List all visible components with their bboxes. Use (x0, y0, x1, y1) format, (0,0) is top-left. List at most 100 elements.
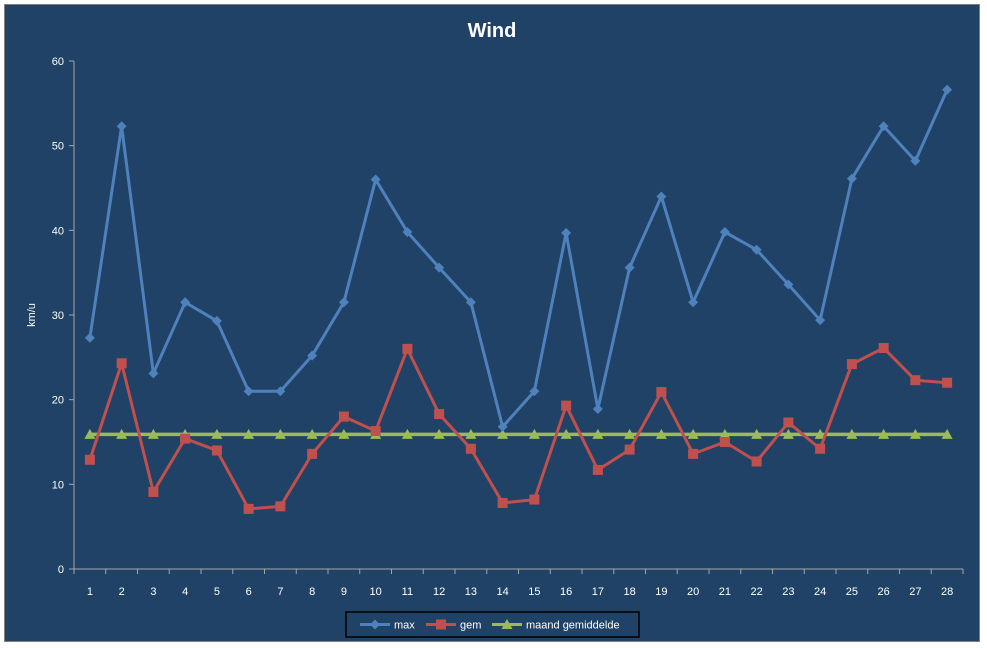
y-tick-label: 30 (52, 310, 64, 322)
data-point (878, 121, 889, 132)
x-tick-label: 16 (560, 586, 572, 598)
legend: max gem maand gemiddelde (345, 611, 640, 638)
legend-label: gem (460, 620, 481, 632)
data-point (528, 428, 540, 439)
data-point (211, 315, 222, 326)
x-tick-label: 2 (119, 586, 125, 598)
data-point (719, 227, 730, 238)
x-tick-label: 19 (655, 586, 667, 598)
data-point (402, 227, 413, 238)
data-point (275, 501, 286, 512)
y-tick-label: 20 (52, 395, 64, 407)
x-tick-label: 1 (87, 586, 93, 598)
data-point (243, 386, 254, 397)
data-point (307, 350, 318, 361)
x-tick-label: 28 (941, 586, 953, 598)
data-point (116, 358, 127, 369)
data-point (909, 428, 921, 439)
y-tick-label: 10 (52, 479, 64, 491)
x-tick-label: 21 (719, 586, 731, 598)
data-point (624, 444, 635, 455)
data-point (815, 443, 826, 454)
x-tick-label: 3 (150, 586, 156, 598)
data-point (687, 428, 699, 439)
data-point (592, 428, 604, 439)
data-point (401, 428, 413, 439)
data-point (814, 428, 826, 439)
x-tick-label: 5 (214, 586, 220, 598)
series-layer (84, 84, 953, 514)
x-tick-label: 27 (909, 586, 921, 598)
data-point (529, 386, 540, 397)
data-point (370, 425, 381, 436)
legend-label: maand gemiddelde (526, 620, 620, 632)
series-max (84, 84, 953, 432)
data-point (656, 387, 667, 398)
x-tick-label: 6 (246, 586, 252, 598)
data-point (274, 428, 286, 439)
x-tick-label: 13 (465, 586, 477, 598)
x-tick-label: 23 (782, 586, 794, 598)
series-line (88, 89, 949, 429)
y-tick-label: 50 (52, 141, 64, 153)
data-point (116, 121, 127, 132)
data-point (815, 315, 826, 326)
data-point (243, 428, 255, 439)
data-point (211, 445, 222, 456)
x-tick-label: 17 (592, 586, 604, 598)
x-tick-label: 18 (624, 586, 636, 598)
chart-title: Wind (468, 20, 517, 42)
data-point (338, 411, 349, 422)
data-point (211, 428, 223, 439)
data-point (846, 173, 857, 184)
x-tick-label: 22 (751, 586, 763, 598)
x-tick-label: 26 (878, 586, 890, 598)
x-tick-label: 25 (846, 586, 858, 598)
x-tick-label: 4 (182, 586, 188, 598)
data-point (84, 428, 96, 439)
data-point (688, 448, 699, 459)
data-point (497, 421, 508, 432)
x-tick-label: 10 (370, 586, 382, 598)
data-point (878, 343, 889, 354)
y-axis-label: km/u (26, 303, 38, 327)
data-point (941, 428, 953, 439)
data-point (878, 428, 890, 439)
legend-swatch-marker (501, 619, 513, 629)
x-tick-label: 24 (814, 586, 826, 598)
data-point (306, 428, 318, 439)
legend-swatch-marker (436, 619, 446, 630)
chart-frame (4, 4, 980, 642)
x-tick-label: 7 (277, 586, 283, 598)
data-point (84, 454, 95, 465)
data-point (497, 497, 508, 508)
data-point (719, 428, 731, 439)
data-point (180, 297, 191, 308)
data-point (465, 428, 477, 439)
data-point (338, 428, 350, 439)
data-point (433, 428, 445, 439)
data-point (561, 400, 572, 411)
data-point (942, 84, 953, 95)
data-point (846, 359, 857, 370)
y-tick-label: 0 (58, 564, 64, 576)
data-point (561, 227, 572, 238)
data-point (910, 375, 921, 386)
data-point (910, 155, 921, 166)
data-point (84, 332, 95, 343)
x-tick-label: 14 (497, 586, 509, 598)
data-point (307, 448, 318, 459)
data-point (465, 443, 476, 454)
data-point (592, 403, 603, 414)
x-tick-label: 9 (341, 586, 347, 598)
data-point (846, 428, 858, 439)
data-point (243, 503, 254, 514)
data-point (434, 409, 445, 420)
series-gem (84, 343, 953, 514)
data-point (434, 262, 445, 273)
data-point (370, 174, 381, 185)
data-point (497, 428, 509, 439)
data-point (751, 428, 763, 439)
